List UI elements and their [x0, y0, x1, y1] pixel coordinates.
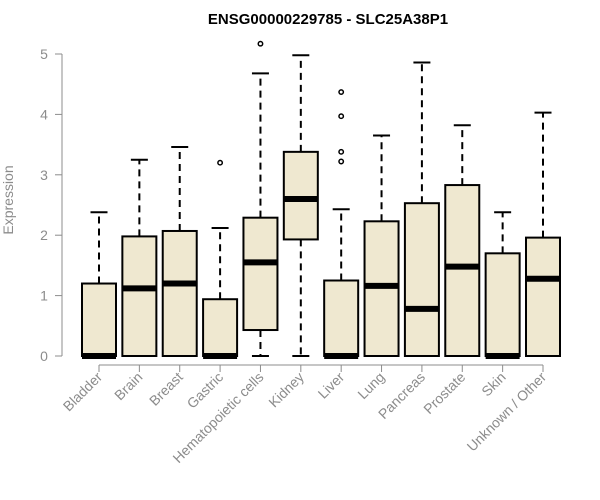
box-liver [323, 89, 360, 359]
box-gastric [202, 159, 239, 359]
box-unknown-other [525, 111, 561, 357]
outlier-point [338, 113, 345, 120]
box-body [323, 279, 360, 357]
y-tick-label: 2 [40, 227, 48, 243]
y-tick-label: 0 [40, 348, 48, 364]
outlier-point [217, 159, 224, 166]
outlier-point [338, 89, 345, 96]
box-skin [484, 211, 521, 359]
box-lung [363, 134, 400, 357]
box-pancreas [403, 61, 440, 357]
x-tick-label: Bladder [60, 369, 106, 415]
box-hematopoietic-cells [242, 40, 279, 357]
box-body [81, 282, 117, 357]
boxes-group [81, 40, 561, 359]
box-body [403, 202, 440, 357]
y-axis: 0 1 2 3 4 5 [40, 46, 63, 364]
y-tick-label: 5 [40, 46, 48, 62]
box-body [202, 298, 239, 357]
box-brain [121, 158, 158, 358]
x-tick-label: Liver [315, 369, 348, 402]
box-kidney [282, 54, 319, 357]
box-bladder [81, 211, 117, 359]
box-body [444, 184, 481, 357]
outlier-point [338, 158, 345, 165]
box-body [242, 216, 279, 332]
y-tick-label: 3 [40, 167, 48, 183]
y-axis-label: Expression [0, 165, 16, 234]
box-prostate [444, 124, 481, 357]
box-body [484, 252, 521, 358]
outlier-point [338, 148, 345, 155]
box-breast [161, 146, 198, 357]
y-tick-label: 1 [40, 288, 48, 304]
box-body [282, 150, 319, 241]
x-tick-label: Brain [111, 369, 145, 403]
y-tick-label: 4 [40, 106, 48, 122]
box-body [121, 235, 158, 358]
x-tick-label: Kidney [265, 369, 307, 411]
x-tick-label: Prostate [420, 369, 468, 417]
x-tick-label: Skin [478, 369, 509, 400]
box-body [525, 236, 561, 357]
x-tick-label: Breast [146, 369, 186, 409]
chart-title: ENSG00000229785 - SLC25A38P1 [208, 11, 448, 28]
outlier-point [257, 40, 264, 47]
x-tick-label: Lung [354, 369, 387, 402]
box-body [161, 229, 198, 357]
